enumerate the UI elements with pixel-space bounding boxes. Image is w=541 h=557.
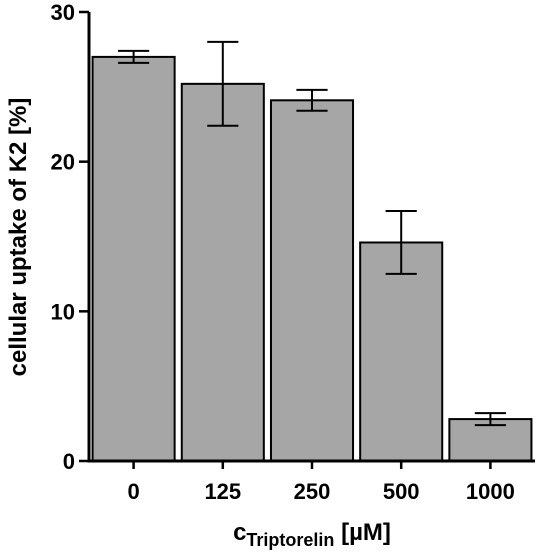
error-bars-group — [118, 40, 506, 427]
bars-group — [91, 55, 533, 463]
bar-0 — [91, 55, 176, 463]
x-tick-label-500: 500 — [383, 479, 420, 504]
y-tick-label-10: 10 — [51, 299, 75, 324]
x-axis-title-main: c — [233, 519, 246, 546]
bar-500 — [359, 241, 444, 462]
x-ticks-group: 0 125 250 500 1000 — [127, 461, 515, 504]
x-axis-title: cTriptorelin [µM] — [233, 519, 391, 550]
y-tick-label-30: 30 — [51, 0, 75, 25]
y-axis-title: cellular uptake of K2 [%] — [5, 98, 32, 377]
y-tick-label-20: 20 — [51, 150, 75, 175]
x-axis-title-unit: [µM] — [334, 519, 390, 546]
x-tick-label-1000: 1000 — [466, 479, 515, 504]
x-tick-label-125: 125 — [204, 479, 241, 504]
y-tick-label-0: 0 — [63, 449, 75, 474]
x-tick-label-250: 250 — [294, 479, 331, 504]
bar-125 — [180, 82, 265, 462]
x-axis-title-subscript: Triptorelin — [246, 530, 334, 550]
y-ticks-group: 0 10 20 30 — [51, 0, 89, 474]
bar-250 — [269, 99, 355, 462]
x-tick-label-0: 0 — [127, 479, 139, 504]
